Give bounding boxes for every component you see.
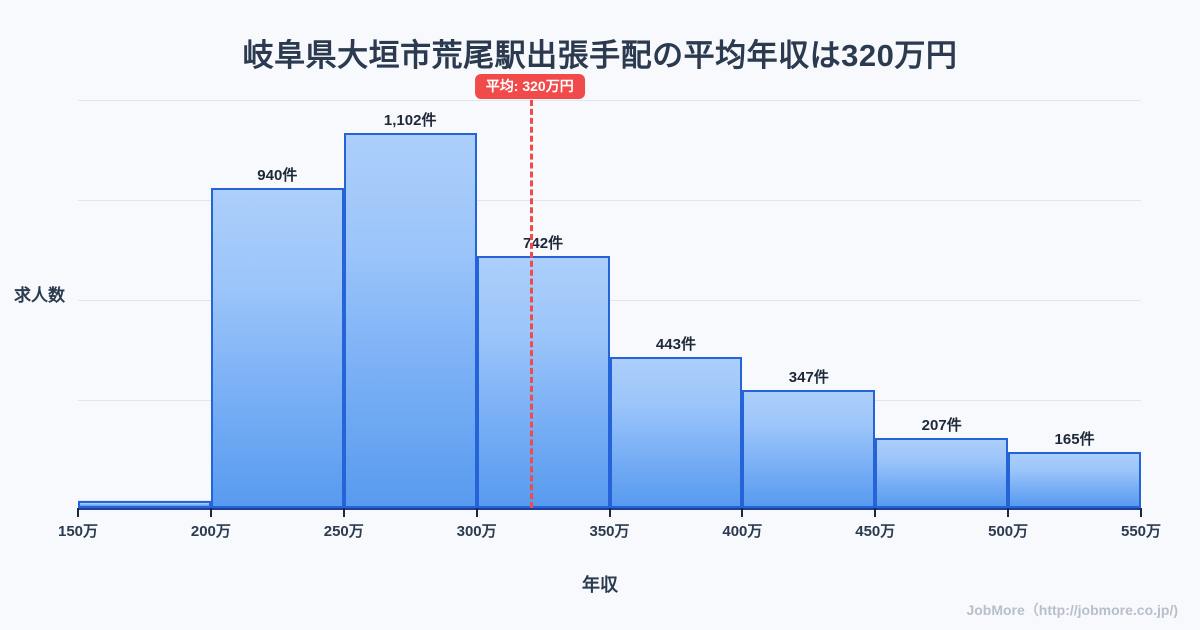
- x-tick-label: 150万: [57, 523, 99, 540]
- x-tick-mark: [741, 508, 744, 517]
- bar-value-label: 207件: [921, 416, 962, 434]
- x-tick-mark: [77, 508, 79, 517]
- histogram-bar[interactable]: [476, 255, 610, 508]
- x-tick-label: 200万: [190, 523, 231, 540]
- x-tick-label: 500万: [988, 523, 1029, 540]
- histogram-bar[interactable]: [210, 188, 344, 508]
- x-axis-title: 年収: [582, 575, 618, 595]
- histogram-bar[interactable]: [742, 390, 876, 508]
- bar-value-label: 347件: [788, 369, 829, 387]
- x-tick-mark: [874, 508, 877, 517]
- average-line: [529, 100, 533, 508]
- bar-value-label: 1,102件: [383, 112, 437, 130]
- plot-area: 940件 1,102件 742件 443件 347件 207件 165件 平均: 320万円: [78, 74, 1141, 508]
- histogram-bar[interactable]: [343, 133, 477, 508]
- x-tick-mark: [209, 508, 212, 517]
- x-tick-mark: [1007, 508, 1010, 517]
- average-badge: 平均: 320万円: [474, 74, 585, 99]
- x-tick-label: 450万: [855, 523, 896, 540]
- x-tick-mark: [608, 508, 611, 517]
- x-tick-label: 350万: [589, 523, 630, 540]
- histogram-bar[interactable]: [78, 500, 211, 508]
- gridline: [78, 300, 1141, 301]
- x-tick-mark: [1140, 508, 1142, 517]
- x-tick-mark: [342, 508, 345, 517]
- x-tick-label: 250万: [323, 523, 364, 540]
- histogram-bar[interactable]: [875, 437, 1009, 508]
- x-tick-label: 400万: [722, 523, 763, 540]
- gridline: [78, 200, 1141, 201]
- histogram-bar[interactable]: [609, 357, 743, 508]
- gridline: [78, 100, 1141, 101]
- watermark: JobMore（http://jobmore.co.jp/): [966, 602, 1178, 618]
- x-tick-label: 300万: [456, 523, 497, 540]
- bar-value-label: 443件: [655, 336, 696, 354]
- bar-value-label: 940件: [257, 167, 298, 185]
- y-axis-title: 求人数: [14, 286, 65, 305]
- histogram-bar[interactable]: [1008, 451, 1141, 508]
- x-tick-label: 550万: [1120, 523, 1162, 540]
- chart-title: 岐阜県大垣市荒尾駅出張手配の平均年収は320万円: [242, 38, 958, 73]
- bar-value-label: 165件: [1054, 430, 1095, 448]
- bar-value-label: 742件: [523, 234, 564, 252]
- x-tick-mark: [475, 508, 478, 517]
